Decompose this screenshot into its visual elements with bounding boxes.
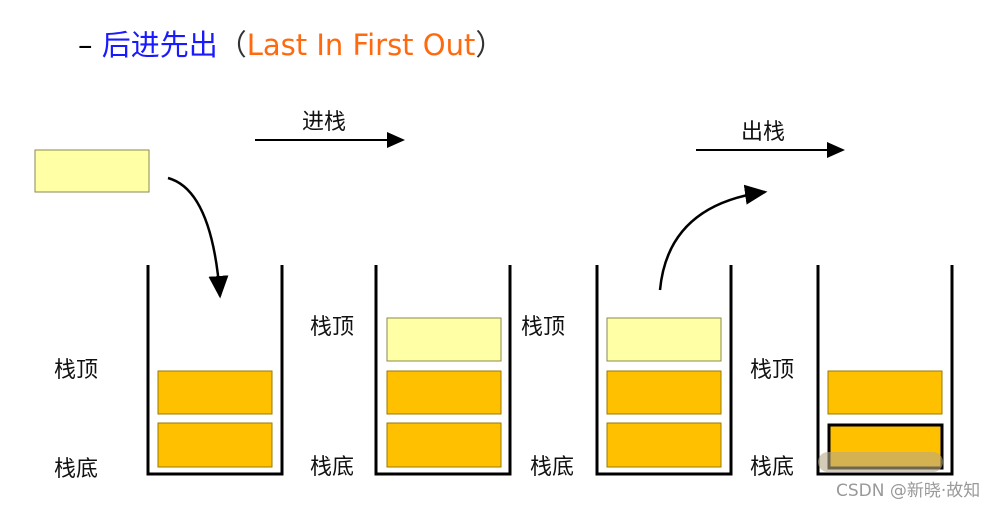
stack-3	[595, 265, 733, 476]
push-label: 进栈	[302, 110, 347, 135]
title-cn: 后进先出	[101, 28, 218, 62]
stack-2-bottom-label: 栈底	[310, 455, 355, 480]
title: – 后进先出（Last In First Out）	[78, 22, 504, 64]
title-dash: –	[78, 28, 93, 62]
stack-3-top-label: 栈顶	[521, 315, 566, 340]
incoming-element	[34, 149, 150, 193]
stack-4-top-label: 栈顶	[750, 358, 795, 383]
title-paren-close: ）	[475, 28, 505, 62]
stack-1-bottom-label: 栈底	[54, 457, 99, 482]
stack-2	[374, 265, 512, 476]
title-paren-open: （	[217, 28, 247, 62]
watermark: CSDN @新晓·故知	[836, 481, 981, 501]
stack-4	[816, 265, 954, 476]
pop-label: 出栈	[741, 120, 786, 145]
push-curve-arrow	[167, 176, 229, 299]
stack-2-top-label: 栈顶	[310, 315, 355, 340]
stack-3-bottom-label: 栈底	[530, 455, 575, 480]
pop-curve-arrow	[658, 184, 768, 291]
title-en: Last In First Out	[246, 28, 476, 62]
stack-1	[146, 265, 284, 476]
stack-1-top-label: 栈顶	[54, 358, 99, 383]
stack-4-bottom-label: 栈底	[750, 455, 795, 480]
